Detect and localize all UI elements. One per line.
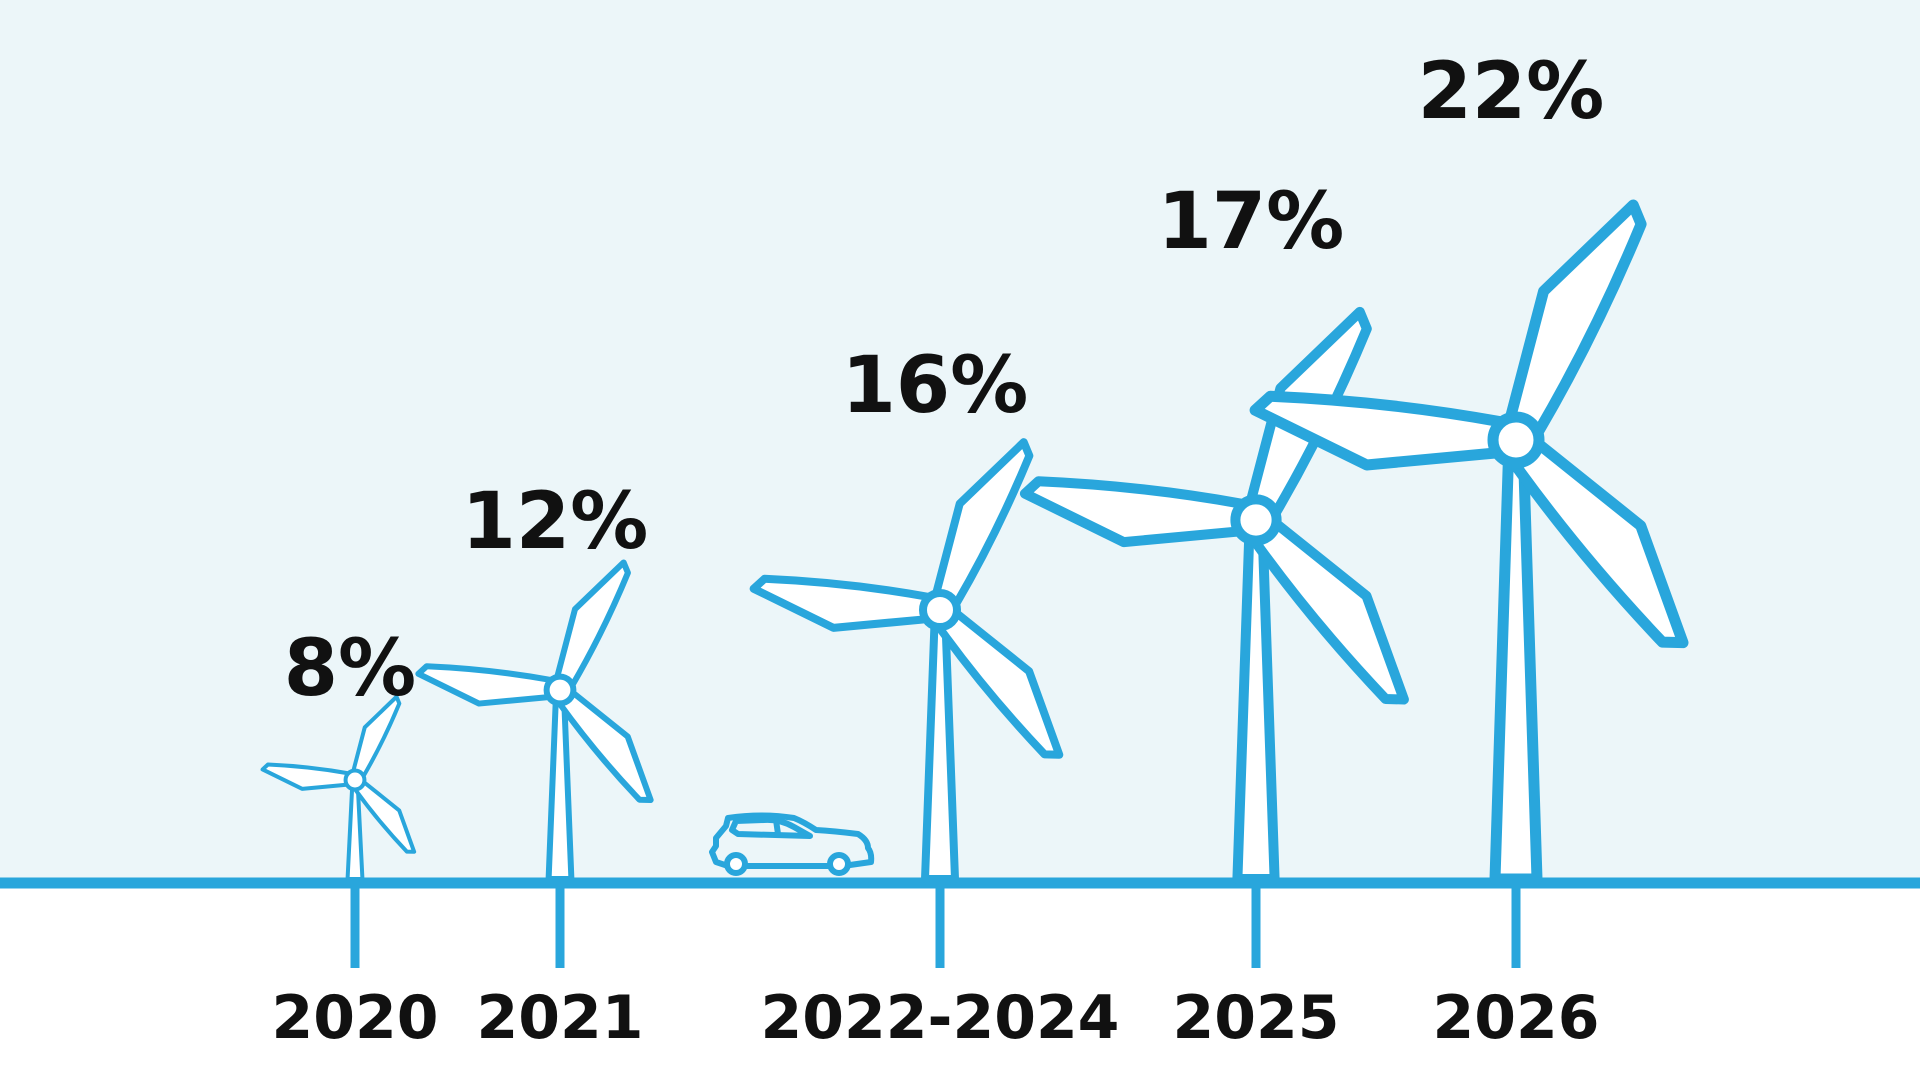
turbine-tower bbox=[1232, 515, 1280, 884]
turbine-hub bbox=[1487, 411, 1545, 469]
turbine-2022-2024: 16% 2022-2024 bbox=[749, 341, 1120, 1053]
turbine-blade bbox=[1249, 390, 1520, 471]
turbine-blade bbox=[551, 559, 631, 691]
turbine-blade bbox=[1509, 427, 1689, 649]
value-label: 22% bbox=[1418, 47, 1605, 137]
turbine-2026: 22% 2026 bbox=[1249, 47, 1689, 1053]
car-icon bbox=[709, 812, 875, 876]
sky-background bbox=[0, 0, 1920, 883]
turbine-2020: 8% 2020 bbox=[260, 624, 439, 1053]
turbine-blade bbox=[556, 683, 654, 804]
turbine-2025: 17% 2025 bbox=[1019, 177, 1409, 1053]
turbine-blade bbox=[415, 663, 563, 707]
value-label: 17% bbox=[1158, 177, 1345, 267]
turbine-blade bbox=[928, 438, 1034, 611]
turbine-blade bbox=[260, 762, 357, 791]
x-tick-label: 2026 bbox=[1433, 983, 1600, 1053]
value-label: 12% bbox=[462, 477, 649, 567]
turbine-hub bbox=[543, 673, 577, 707]
ground-background bbox=[0, 883, 1920, 1080]
turbine-hub bbox=[343, 768, 367, 792]
turbine-2021: 12% 2021 bbox=[415, 477, 654, 1053]
turbines: 8% 2020 12% 2021 16% 2022-2024 17% 2025 22% 2026 bbox=[260, 47, 1689, 1053]
turbine-blade bbox=[1500, 199, 1647, 441]
turbine-blade bbox=[1249, 508, 1409, 705]
x-tick-label: 2020 bbox=[272, 983, 439, 1053]
turbine-blade bbox=[749, 574, 943, 632]
value-label: 16% bbox=[842, 341, 1029, 431]
x-tick-label: 2021 bbox=[477, 983, 644, 1053]
turbine-blade bbox=[1019, 476, 1260, 548]
turbine-hub bbox=[1230, 494, 1282, 546]
turbine-blade bbox=[349, 694, 402, 781]
turbine-hub bbox=[919, 589, 961, 631]
x-tick-label: 2022-2024 bbox=[761, 983, 1120, 1053]
turbine-blade bbox=[352, 775, 417, 854]
turbine-blade bbox=[935, 600, 1064, 759]
turbine-tower bbox=[921, 606, 959, 883]
value-label: 8% bbox=[284, 624, 416, 714]
x-tick-label: 2025 bbox=[1173, 983, 1340, 1053]
